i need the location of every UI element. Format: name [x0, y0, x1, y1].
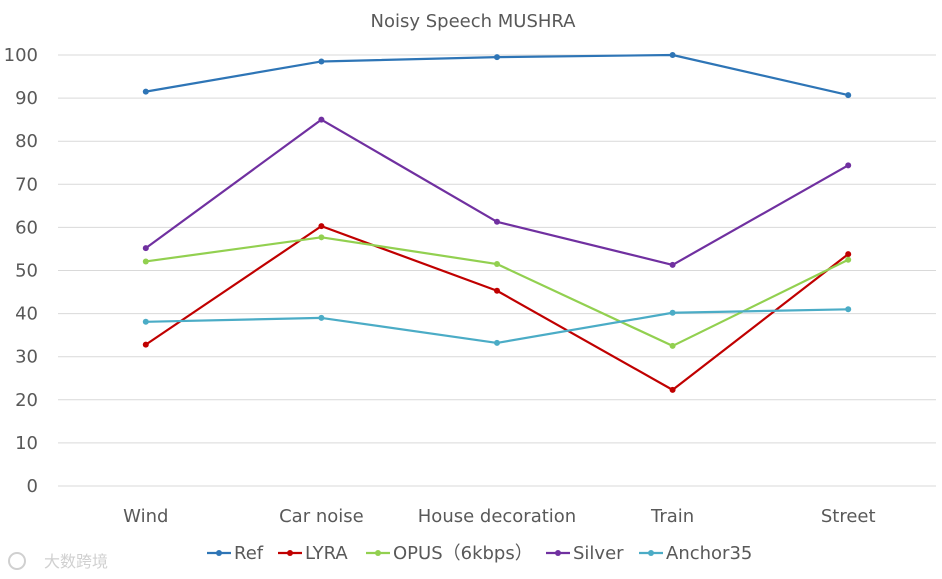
data-point — [669, 261, 676, 268]
data-point — [845, 92, 852, 99]
legend-item: Anchor35 — [639, 543, 752, 564]
series-line — [145, 308, 849, 345]
data-point — [494, 261, 500, 268]
series-ref — [142, 52, 852, 99]
data-point — [669, 309, 676, 316]
series-opus-6kbps — [142, 234, 852, 349]
legend-label: OPUS（6kbps） — [393, 543, 533, 564]
data-point — [845, 251, 852, 258]
data-point — [318, 314, 325, 321]
y-tick-label: 80 — [15, 131, 38, 152]
data-point — [318, 234, 325, 241]
watermark-text: 大数跨境 — [44, 552, 108, 571]
data-point — [142, 318, 149, 325]
watermark-logo-icon — [8, 552, 26, 570]
data-point — [142, 258, 149, 265]
y-tick-label: 10 — [15, 433, 38, 454]
data-point — [494, 218, 500, 225]
series-anchor35 — [142, 306, 852, 346]
y-tick-label: 40 — [15, 304, 38, 325]
legend-label: Anchor35 — [666, 543, 752, 564]
y-tick-label: 30 — [15, 347, 38, 368]
y-tick-label: 50 — [15, 261, 38, 282]
data-point — [845, 256, 852, 263]
data-point — [669, 52, 676, 58]
legend-item: OPUS（6kbps） — [366, 543, 533, 564]
data-point — [494, 54, 500, 61]
series-line — [145, 225, 849, 391]
x-tick-label: Car noise — [279, 506, 364, 527]
data-point — [494, 287, 500, 294]
legend-item: Silver — [546, 543, 624, 564]
data-point — [142, 88, 149, 95]
y-tick-label: 100 — [4, 45, 38, 66]
series-layer — [142, 52, 852, 393]
y-tick-label: 90 — [15, 88, 38, 109]
legend-label: Silver — [573, 543, 624, 564]
x-tick-label: Train — [650, 506, 694, 527]
legend-item: LYRA — [278, 543, 348, 564]
legend-marker — [216, 550, 222, 556]
x-tick-label: Wind — [123, 506, 168, 527]
y-tick-label: 60 — [15, 217, 38, 238]
legend: Ref LYRA OPUS（6kbps） Silver Anchor35 — [207, 543, 752, 564]
data-point — [318, 116, 325, 123]
data-point — [142, 341, 149, 348]
legend-marker — [555, 550, 561, 556]
data-point — [845, 306, 852, 313]
legend-marker — [648, 550, 654, 556]
series-line — [145, 53, 849, 97]
data-point — [494, 339, 500, 346]
y-tick-label: 70 — [15, 174, 38, 195]
x-axis-ticks: Wind Car noise House decoration Train Street — [123, 506, 875, 527]
y-tick-label: 0 — [27, 476, 38, 497]
y-axis-ticks: 0 10 20 30 40 50 60 70 80 90 100 — [4, 45, 38, 497]
x-tick-label: Street — [821, 506, 876, 527]
data-point — [669, 386, 676, 393]
y-tick-label: 20 — [15, 390, 38, 411]
data-point — [142, 245, 149, 252]
data-point — [318, 223, 325, 230]
x-tick-label: House decoration — [418, 506, 576, 527]
legend-label: Ref — [234, 543, 264, 564]
chart-title: Noisy Speech MUSHRA — [370, 11, 576, 32]
grid-lines — [58, 54, 936, 487]
legend-label: LYRA — [305, 543, 348, 564]
series-silver — [142, 116, 852, 268]
data-point — [845, 162, 852, 169]
series-lyra — [142, 223, 852, 393]
watermark: 大数跨境 — [8, 552, 108, 571]
legend-marker — [287, 550, 293, 556]
legend-item: Ref — [207, 543, 264, 564]
data-point — [318, 58, 325, 65]
legend-marker — [375, 550, 381, 556]
data-point — [669, 342, 676, 349]
